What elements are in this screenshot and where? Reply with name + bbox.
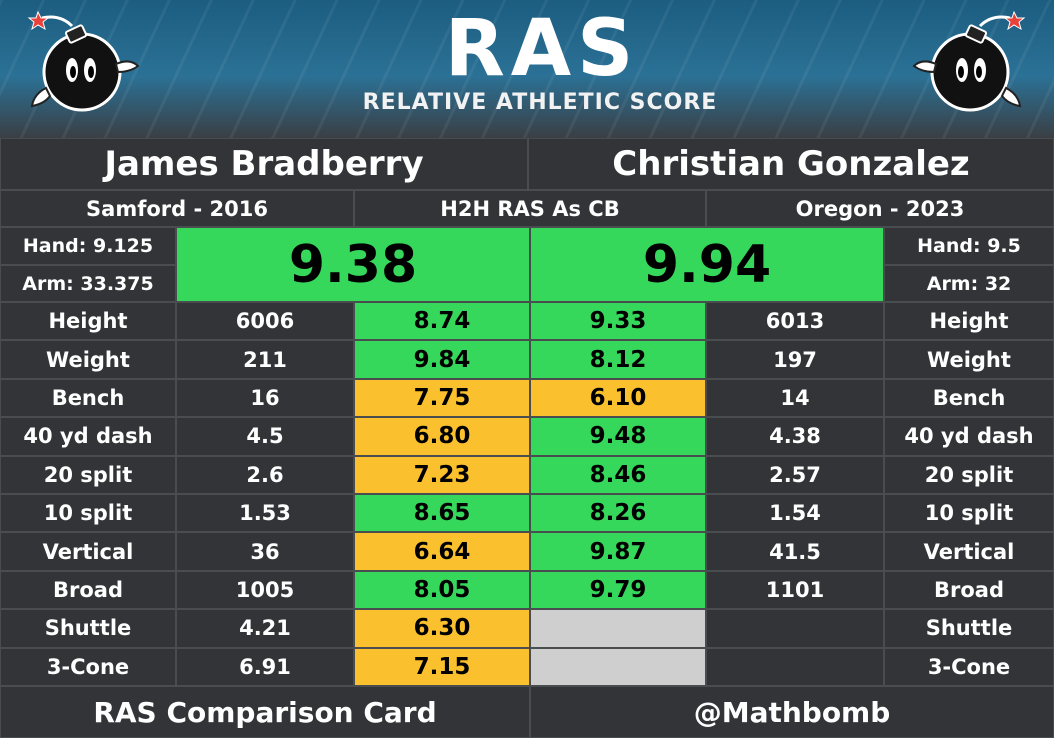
- header-subtitle: RELATIVE ATHLETIC SCORE: [362, 90, 718, 115]
- stat-label-right: Bench: [884, 378, 1054, 418]
- stat-label-left: 3-Cone: [0, 647, 176, 686]
- stat-label-left: Shuttle: [0, 609, 176, 648]
- stat-label-right: Vertical: [884, 532, 1054, 571]
- right-stat-value: 1.54: [706, 494, 884, 533]
- bomb-mascot-icon: [27, 10, 140, 112]
- left-hand-size: Hand: 9.125: [0, 227, 176, 265]
- right-stat-value: 197: [706, 340, 884, 379]
- left-stat-score: 8.05: [354, 570, 530, 610]
- footer-card-title: RAS Comparison Card: [0, 686, 530, 738]
- right-player-name: Christian Gonzalez: [528, 138, 1054, 190]
- right-stat-value: 1101: [706, 570, 884, 610]
- left-stat-value: 1.53: [176, 494, 354, 533]
- stat-label-right: Weight: [884, 340, 1054, 379]
- right-stat-score: 8.12: [530, 340, 706, 379]
- left-arm-length: Arm: 33.375: [0, 265, 176, 302]
- stat-label-left: 10 split: [0, 494, 176, 533]
- stat-label-left: 20 split: [0, 455, 176, 494]
- left-stat-value: 4.5: [176, 417, 354, 456]
- left-stat-score: 8.74: [354, 302, 530, 341]
- right-stat-value: [706, 647, 884, 686]
- left-stat-value: 16: [176, 378, 354, 418]
- stat-label-right: 20 split: [884, 455, 1054, 494]
- stat-label-right: Shuttle: [884, 609, 1054, 648]
- left-stat-score: 7.23: [354, 455, 530, 494]
- left-stat-score: 6.64: [354, 532, 530, 571]
- right-stat-value: 41.5: [706, 532, 884, 571]
- right-arm-length: Arm: 32: [884, 265, 1054, 302]
- stat-label-right: Broad: [884, 570, 1054, 610]
- stat-label-left: Bench: [0, 378, 176, 418]
- right-stat-score: [530, 647, 706, 686]
- stat-label-left: 40 yd dash: [0, 417, 176, 456]
- left-stat-value: 36: [176, 532, 354, 571]
- header-pattern: [0, 0, 1054, 138]
- right-stat-value: 4.38: [706, 417, 884, 456]
- header-banner: RAS RELATIVE ATHLETIC SCORE: [0, 0, 1054, 138]
- footer-handle: @Mathbomb: [530, 686, 1054, 738]
- stat-label-left: Vertical: [0, 532, 176, 571]
- right-stat-score: 8.26: [530, 494, 706, 533]
- right-stat-score: 9.48: [530, 417, 706, 456]
- left-stat-score: 7.15: [354, 647, 530, 686]
- left-stat-value: 6.91: [176, 647, 354, 686]
- bomb-mascot-icon: [912, 10, 1026, 112]
- ras-logo: RAS: [444, 4, 640, 94]
- stat-label-right: 3-Cone: [884, 647, 1054, 686]
- right-player-school: Oregon - 2023: [706, 190, 1054, 227]
- right-stat-score: 9.79: [530, 570, 706, 610]
- stat-label-right: 10 split: [884, 494, 1054, 533]
- left-stat-score: 7.75: [354, 378, 530, 418]
- left-ras-score: 9.38: [176, 227, 530, 302]
- right-stat-value: 2.57: [706, 455, 884, 494]
- right-stat-score: [530, 609, 706, 648]
- left-stat-score: 6.30: [354, 609, 530, 648]
- left-stat-value: 211: [176, 340, 354, 379]
- stat-label-right: Height: [884, 302, 1054, 341]
- comparison-title: H2H RAS As CB: [354, 190, 706, 227]
- stat-label-left: Height: [0, 302, 176, 341]
- right-stat-score: 9.87: [530, 532, 706, 571]
- right-stat-value: [706, 609, 884, 648]
- left-player-school: Samford - 2016: [0, 190, 354, 227]
- left-stat-score: 9.84: [354, 340, 530, 379]
- right-stat-value: 6013: [706, 302, 884, 341]
- left-stat-score: 8.65: [354, 494, 530, 533]
- right-stat-score: 8.46: [530, 455, 706, 494]
- stat-label-left: Weight: [0, 340, 176, 379]
- left-stat-value: 1005: [176, 570, 354, 610]
- right-stat-value: 14: [706, 378, 884, 418]
- right-stat-score: 9.33: [530, 302, 706, 341]
- right-hand-size: Hand: 9.5: [884, 227, 1054, 265]
- stat-label-right: 40 yd dash: [884, 417, 1054, 456]
- left-stat-value: 2.6: [176, 455, 354, 494]
- left-stat-score: 6.80: [354, 417, 530, 456]
- left-player-name: James Bradberry: [0, 138, 528, 190]
- right-stat-score: 6.10: [530, 378, 706, 418]
- right-ras-score: 9.94: [530, 227, 884, 302]
- left-stat-value: 4.21: [176, 609, 354, 648]
- left-stat-value: 6006: [176, 302, 354, 341]
- stat-label-left: Broad: [0, 570, 176, 610]
